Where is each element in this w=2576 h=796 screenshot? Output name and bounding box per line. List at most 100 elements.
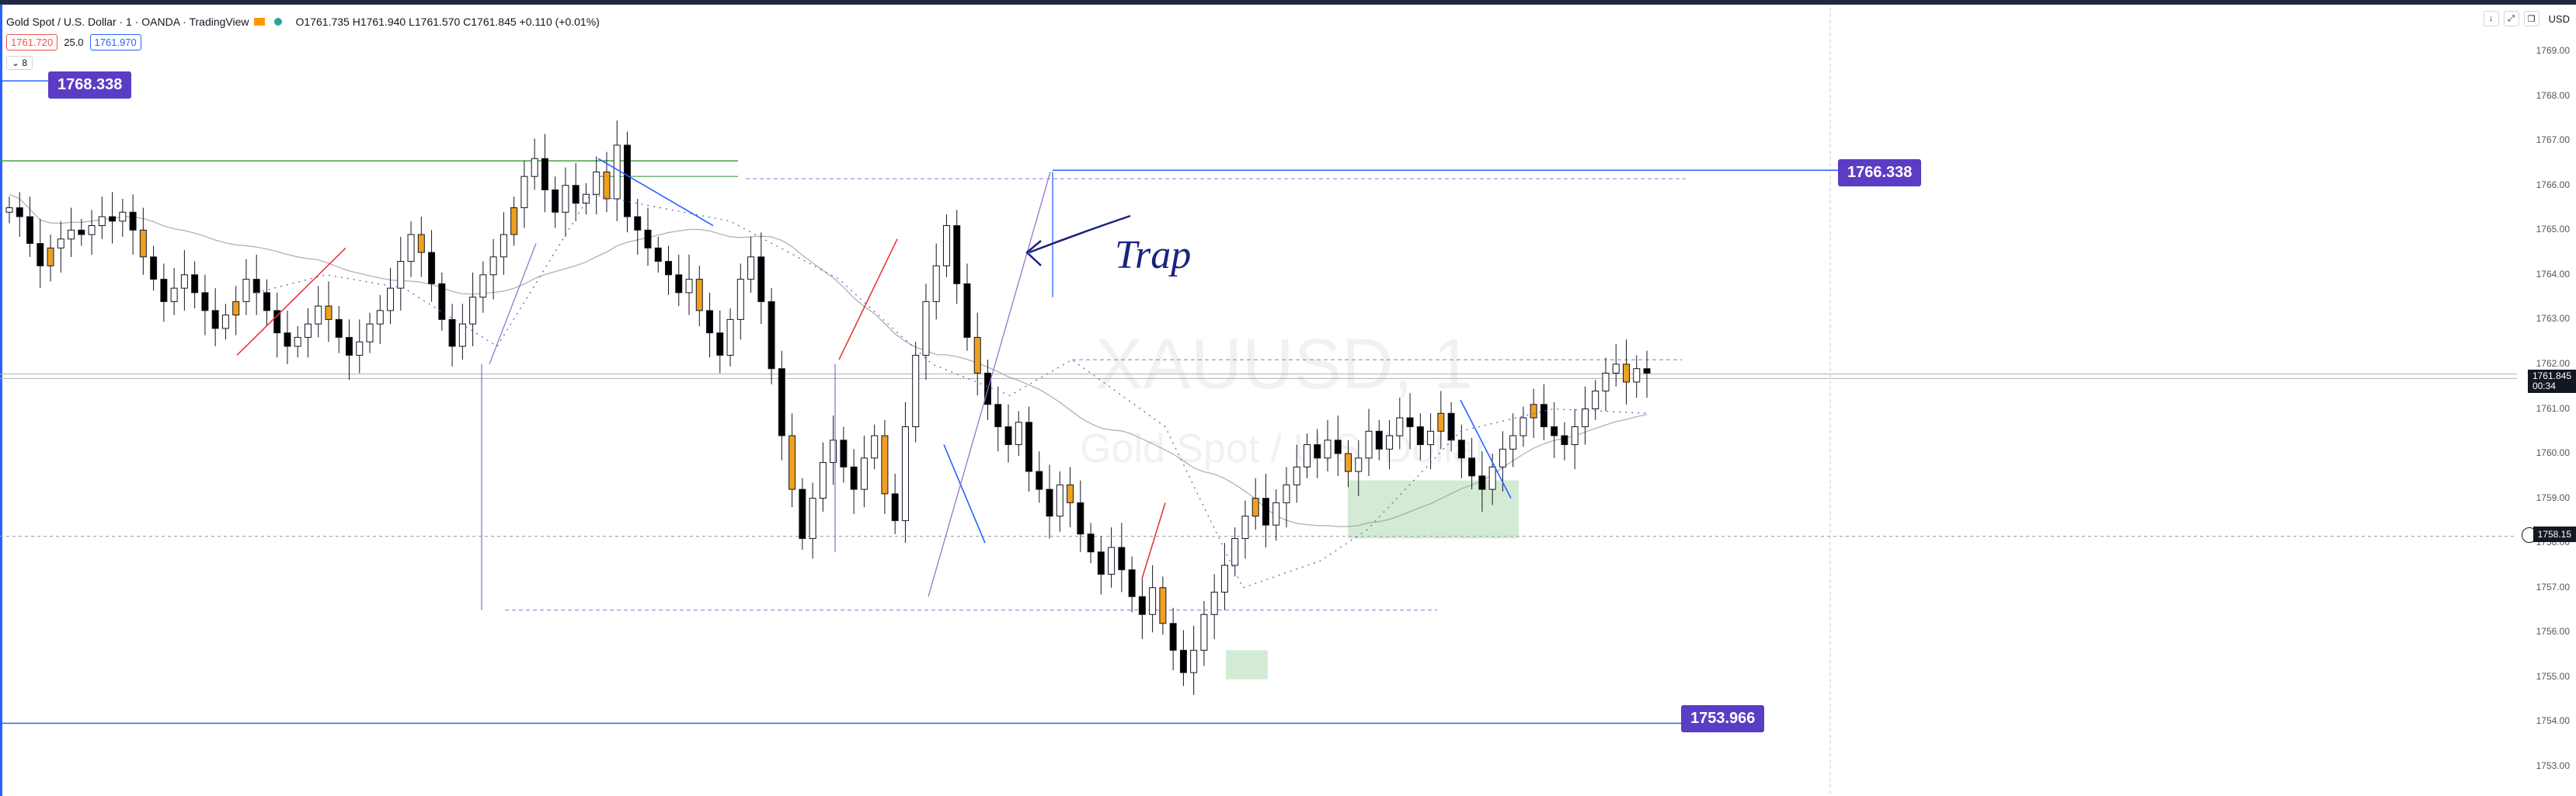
candle-body: [335, 318, 343, 338]
price-badge-mid[interactable]: 1766.338: [1838, 159, 1922, 186]
candle: [1519, 406, 1527, 447]
candle-body: [1478, 475, 1486, 490]
candle-body: [1622, 363, 1630, 383]
candle-body: [603, 171, 611, 200]
candle: [1437, 391, 1445, 450]
candle-body: [562, 185, 569, 213]
candle: [953, 210, 961, 304]
price-axis-tick: 1762.00: [2536, 357, 2570, 369]
sell-button[interactable]: 1761.720: [6, 34, 58, 50]
candle: [1220, 543, 1228, 610]
candle-countdown: 00:34: [2532, 381, 2556, 391]
indicators-collapse-button[interactable]: ⌄ 8: [6, 56, 33, 70]
candle-body: [160, 279, 168, 302]
candle: [572, 162, 580, 221]
candle-body: [1293, 466, 1300, 485]
candle: [1633, 355, 1641, 398]
trap-annotation-text: Trap: [1115, 233, 1191, 277]
buy-button[interactable]: 1761.970: [89, 34, 141, 50]
candle-body: [623, 144, 631, 217]
price-axis-tick: 1765.00: [2536, 224, 2570, 235]
candle: [736, 263, 744, 340]
candle-body: [1447, 412, 1455, 441]
price-badge-low[interactable]: 1753.966: [1681, 705, 1765, 732]
candle: [1056, 471, 1063, 532]
candle: [417, 217, 425, 277]
candle: [994, 386, 1002, 452]
candle-body: [726, 318, 734, 356]
restore-icon[interactable]: ❐: [2523, 11, 2539, 26]
crosshair-price-label: 1758.15: [2532, 527, 2576, 542]
candle-body: [304, 323, 312, 338]
candle-body: [407, 234, 415, 262]
candle: [871, 424, 879, 470]
demand-zone: [1348, 480, 1519, 539]
candle-body: [1087, 534, 1095, 553]
candle: [685, 254, 693, 315]
candle-body: [1210, 592, 1218, 615]
symbol-title[interactable]: Gold Spot / U.S. Dollar · 1 · OANDA · Tr…: [6, 16, 249, 28]
currency-selector[interactable]: USD: [2548, 12, 2570, 25]
candle: [376, 294, 384, 345]
candle-body: [613, 144, 621, 200]
candle: [582, 182, 590, 215]
candle: [1303, 433, 1311, 478]
candle: [397, 236, 405, 311]
candle-body: [1437, 412, 1445, 432]
candle: [1468, 437, 1476, 490]
candle: [1540, 384, 1547, 440]
candle: [541, 134, 548, 213]
candle: [1293, 444, 1300, 503]
candle: [747, 236, 755, 293]
candle: [1077, 480, 1084, 552]
indicator-count: 8: [22, 57, 28, 68]
price-axis-tick: 1768.00: [2536, 89, 2570, 101]
candle: [850, 449, 858, 514]
candle-body: [1179, 649, 1187, 673]
symbol-legend[interactable]: Gold Spot / U.S. Dollar · 1 · OANDA · Tr…: [6, 11, 600, 33]
candle-body: [242, 279, 250, 302]
candle: [68, 207, 75, 257]
candle: [57, 221, 64, 273]
candle: [1087, 523, 1095, 564]
candle-body: [273, 310, 281, 334]
candle: [1314, 429, 1321, 478]
candle-body: [830, 440, 837, 464]
candle-body: [376, 310, 384, 325]
candle: [139, 207, 147, 275]
candle-body: [150, 256, 158, 280]
candle: [1334, 415, 1342, 476]
candle-body: [520, 176, 528, 209]
arrow-down-icon[interactable]: ↓: [2483, 11, 2499, 26]
ohlc-values: O1761.735 H1761.940 L1761.570 C1761.845 …: [295, 16, 600, 28]
window-top-bar: [0, 0, 2576, 5]
dotted-zigzag-indicator: [256, 193, 1648, 589]
candle-body: [489, 256, 497, 276]
candle-body: [1108, 547, 1116, 575]
candle-body: [37, 243, 44, 266]
candle: [1386, 419, 1394, 470]
candle: [603, 151, 611, 213]
candle: [263, 279, 270, 327]
candle: [1612, 344, 1620, 387]
candle-body: [68, 229, 75, 240]
chart-window-controls: ↓ ⤢ ❐ USD: [2483, 11, 2570, 26]
liquidity-zone: [1226, 650, 1268, 680]
candle-body: [695, 279, 703, 311]
candle-body: [531, 158, 538, 177]
candle: [1190, 625, 1198, 695]
candle-body: [16, 207, 23, 217]
candle-body: [768, 301, 775, 370]
candle: [294, 326, 301, 358]
fullscreen-icon[interactable]: ⤢: [2503, 11, 2519, 26]
price-badge-top[interactable]: 1768.338: [48, 71, 132, 99]
candle: [1036, 451, 1043, 503]
candle-body: [850, 466, 858, 490]
candle-body: [1128, 569, 1136, 597]
candle-body: [139, 229, 147, 258]
price-axis-tick: 1754.00: [2536, 715, 2570, 727]
candle: [860, 436, 868, 508]
candle-body: [1097, 551, 1105, 575]
candle: [819, 442, 827, 512]
